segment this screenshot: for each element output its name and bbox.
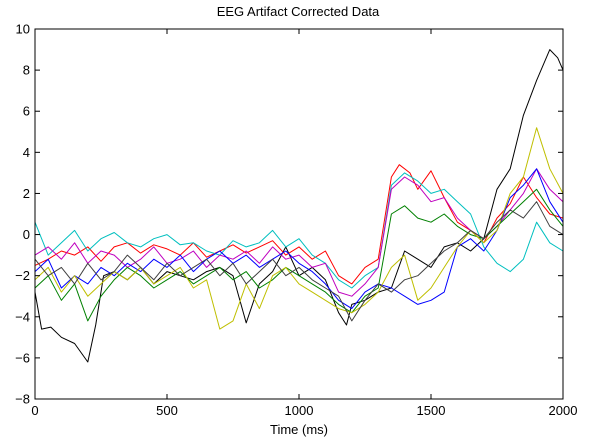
chart-title: EEG Artifact Corrected Data bbox=[217, 4, 380, 19]
series-line-6 bbox=[34, 188, 564, 322]
x-tick-label: 500 bbox=[156, 403, 178, 418]
series-line-8 bbox=[34, 201, 564, 322]
y-tick-label: 0 bbox=[23, 227, 30, 242]
y-tick-label: 8 bbox=[23, 63, 30, 78]
series-line-5 bbox=[34, 168, 564, 310]
series-line-3 bbox=[34, 172, 564, 289]
x-tick-label: 1500 bbox=[417, 403, 446, 418]
y-tick-label: −4 bbox=[15, 309, 30, 324]
y-axis: −8 −6 −4 −2 0 2 4 6 8 10 bbox=[15, 22, 563, 407]
plot-area bbox=[34, 28, 564, 400]
y-tick-label: 10 bbox=[16, 22, 30, 37]
x-tick-label: 1000 bbox=[285, 403, 314, 418]
y-tick-label: 4 bbox=[23, 145, 30, 160]
y-tick-label: −8 bbox=[15, 392, 30, 407]
x-tick-label: 2000 bbox=[549, 403, 578, 418]
series-group bbox=[34, 49, 564, 363]
y-tick-label: −2 bbox=[15, 268, 30, 283]
y-tick-label: 6 bbox=[23, 104, 30, 119]
plot-background bbox=[35, 29, 563, 399]
x-axis-label: Time (ms) bbox=[270, 422, 328, 437]
y-tick-label: −6 bbox=[15, 350, 30, 365]
series-line-7 bbox=[34, 127, 564, 330]
x-tick-label: 0 bbox=[31, 403, 38, 418]
x-axis: 0 500 1000 1500 2000 bbox=[31, 29, 577, 418]
y-tick-label: 2 bbox=[23, 186, 30, 201]
